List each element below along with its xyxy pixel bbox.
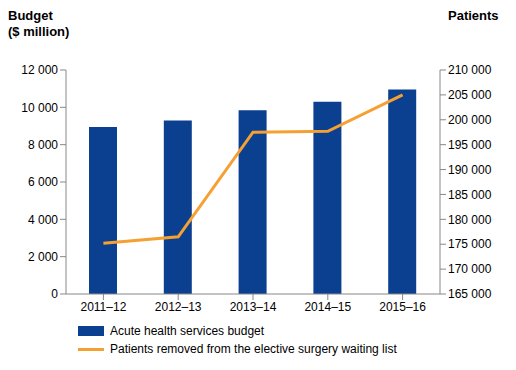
html-text:Budget ($ million): Budget ($ million)	[8, 8, 70, 39]
svg-text:2014–15: 2014–15	[304, 300, 351, 314]
svg-text:0: 0	[51, 287, 58, 301]
svg-text:190 000: 190 000	[448, 163, 492, 177]
svg-text:2011–12: 2011–12	[80, 300, 126, 314]
svg-text:205 000: 205 000	[448, 88, 492, 102]
svg-text:2 000: 2 000	[28, 250, 58, 264]
svg-text:185 000: 185 000	[448, 188, 492, 202]
svg-text:2013–14: 2013–14	[230, 300, 277, 314]
svg-text:210 000: 210 000	[448, 63, 492, 77]
svg-text:200 000: 200 000	[448, 113, 492, 127]
svg-text:8 000: 8 000	[28, 138, 58, 152]
svg-text:165 000: 165 000	[448, 287, 492, 301]
svg-text:180 000: 180 000	[448, 213, 492, 227]
html-text:Patients removed from the elec: Patients removed from the elective surge…	[110, 342, 397, 356]
svg-text:170 000: 170 000	[448, 262, 492, 276]
html-text:Acute health services budget: Acute health services budget	[110, 324, 265, 338]
html-text:Patients: Patients	[448, 8, 499, 23]
svg-text:4 000: 4 000	[28, 213, 58, 227]
svg-text:6 000: 6 000	[28, 175, 58, 189]
svg-text:10 000: 10 000	[21, 101, 58, 115]
svg-text:175 000: 175 000	[448, 237, 492, 251]
svg-text:12 000: 12 000	[21, 63, 58, 77]
svg-text:195 000: 195 000	[448, 138, 492, 152]
svg-text:2012–13: 2012–13	[155, 300, 202, 314]
svg-text:2015–16: 2015–16	[379, 300, 426, 314]
